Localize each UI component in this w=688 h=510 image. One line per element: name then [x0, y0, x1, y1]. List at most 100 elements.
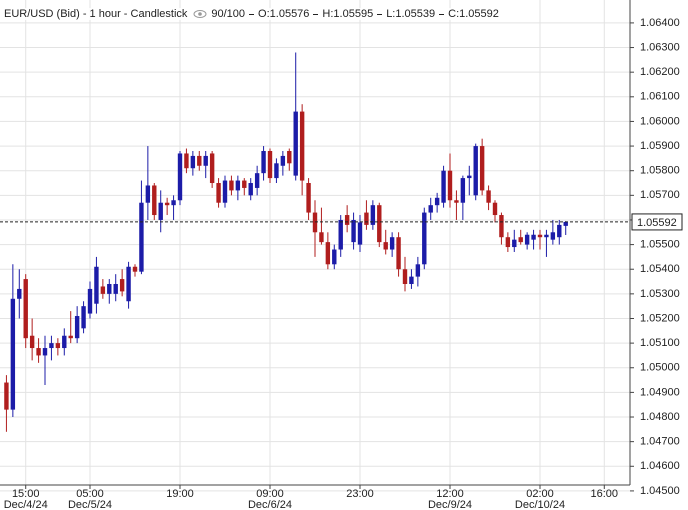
- candle-body: [10, 298, 16, 410]
- candle-body: [518, 237, 523, 243]
- candle-body: [261, 150, 266, 174]
- candle-body: [396, 237, 401, 270]
- candle-body: [441, 170, 446, 203]
- x-tick-label: 05:00: [76, 488, 104, 500]
- y-tick-label: 1.05000: [640, 362, 680, 374]
- candle-body: [177, 153, 183, 201]
- y-tick-label: 1.05800: [640, 165, 680, 177]
- x-tick-label: 12:00: [436, 488, 464, 500]
- ohlc-readout: O:1.05576 H:1.05595 L:1.05539 C:1.05592: [245, 8, 499, 20]
- x-tick-label: 02:00: [526, 488, 554, 500]
- y-tick-label: 1.04500: [640, 485, 680, 497]
- candle-body: [422, 212, 427, 265]
- candle-body: [107, 284, 112, 294]
- candle-body: [550, 232, 556, 240]
- y-tick-label: 1.05100: [640, 337, 680, 349]
- candle-body: [332, 249, 337, 265]
- candle-body: [344, 215, 350, 225]
- candle-body: [377, 205, 382, 243]
- candle-body: [524, 234, 530, 245]
- candle-body: [190, 155, 196, 169]
- candle-body: [158, 202, 163, 220]
- x-date-label: Dec/5/24: [68, 499, 112, 510]
- candle-body: [357, 222, 363, 245]
- candle-body: [242, 180, 247, 188]
- y-tick-label: 1.06400: [640, 17, 680, 29]
- candle-body: [293, 111, 298, 176]
- candle-body: [460, 178, 466, 203]
- candle-body: [325, 242, 331, 265]
- candle-body: [467, 175, 472, 179]
- x-date-label: Dec/6/24: [248, 499, 292, 510]
- candle-body: [479, 146, 485, 191]
- candle-body: [139, 202, 144, 272]
- separator: [439, 13, 445, 15]
- candle-body: [531, 234, 536, 240]
- ohlc-value: C:1.05592: [448, 8, 499, 20]
- ohlc-value: H:1.05595: [322, 8, 374, 20]
- separator: [377, 13, 383, 15]
- last-price-label: 1.05592: [637, 217, 677, 229]
- candle-body: [499, 215, 504, 238]
- candle-body: [229, 180, 234, 191]
- y-tick-label: 1.05700: [640, 189, 680, 201]
- candle-body: [55, 343, 61, 349]
- y-tick-label: 1.05400: [640, 263, 680, 275]
- candle-body: [454, 200, 459, 203]
- last-price-box: [631, 213, 683, 231]
- candle-body: [389, 237, 395, 250]
- y-tick-label: 1.06100: [640, 91, 680, 103]
- candle-body: [119, 279, 125, 292]
- x-tick-label: 19:00: [166, 488, 194, 500]
- chart-title: EUR/USD (Bid) - 1 hour - Candlestick: [4, 8, 188, 20]
- candle-body: [17, 288, 22, 299]
- candle-body: [544, 234, 549, 238]
- y-tick-label: 1.05500: [640, 238, 680, 250]
- candle-body: [42, 348, 48, 356]
- y-tick-label: 1.04800: [640, 411, 680, 423]
- candle-body: [164, 202, 170, 206]
- candle-body: [184, 153, 189, 169]
- candle-body: [209, 153, 215, 184]
- candle-body: [492, 202, 498, 216]
- y-tick-label: 1.05300: [640, 288, 680, 300]
- candle-body: [287, 150, 292, 164]
- candle-body: [4, 382, 9, 410]
- candle-body: [36, 348, 41, 356]
- separator: [249, 13, 255, 15]
- separator: [313, 13, 319, 15]
- ohlc-value: O:1.05576: [258, 8, 310, 20]
- candle-body: [68, 335, 73, 339]
- candle-body: [87, 288, 93, 314]
- candle-body: [473, 146, 478, 196]
- y-tick-label: 1.06300: [640, 41, 680, 53]
- candle-body: [49, 343, 54, 349]
- candle-body: [409, 276, 414, 285]
- candle-body: [563, 221, 568, 226]
- x-date-label: Dec/9/24: [428, 499, 472, 510]
- candle-body: [171, 200, 176, 206]
- x-tick-label: 15:00: [12, 488, 40, 500]
- candle-body: [145, 185, 151, 203]
- candle-body: [557, 224, 562, 238]
- candle-body: [537, 234, 543, 238]
- candle-body: [222, 180, 228, 203]
- candle-body: [306, 183, 311, 213]
- candle-body: [383, 242, 388, 250]
- eye-icon[interactable]: [193, 9, 207, 19]
- ohlc-value: L:1.05539: [386, 8, 436, 20]
- candle-body: [126, 266, 131, 302]
- candle-body: [94, 266, 99, 304]
- candle-body: [132, 266, 138, 272]
- candle-body: [364, 212, 369, 225]
- candle-body: [203, 155, 208, 166]
- x-date-label: Dec/10/24: [515, 499, 565, 510]
- candle-body: [370, 205, 376, 225]
- candle-body: [152, 185, 157, 216]
- candle-body: [428, 205, 433, 213]
- candle-body: [505, 237, 511, 248]
- bar-count: 90/100: [211, 8, 246, 20]
- candle-body: [351, 219, 356, 243]
